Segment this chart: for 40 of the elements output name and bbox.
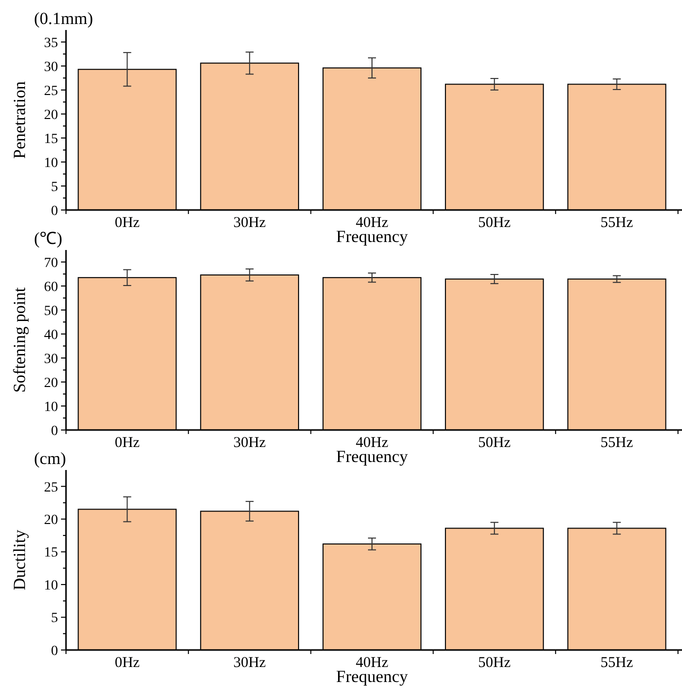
y-tick-label: 60 <box>44 280 58 295</box>
y-tick-label: 20 <box>44 512 58 528</box>
x-tick-label: 55Hz <box>600 435 634 451</box>
y-tick-label: 20 <box>44 108 58 123</box>
x-tick-label: 55Hz <box>600 215 634 231</box>
y-tick-label: 5 <box>51 611 58 626</box>
y-tick-label: 0 <box>51 644 58 659</box>
y-tick-label: 40 <box>44 328 58 343</box>
y-tick-label: 35 <box>44 36 58 51</box>
y-tick-label: 10 <box>44 400 58 415</box>
x-tick-label: 50Hz <box>478 215 511 231</box>
text: (cm) <box>34 449 66 468</box>
x-tick-label: 30Hz <box>233 435 266 451</box>
text: (℃) <box>34 229 62 248</box>
y-axis-title: Softening point <box>10 287 29 393</box>
x-tick-label: 50Hz <box>478 655 511 671</box>
x-tick-label: 0Hz <box>114 655 140 671</box>
x-tick-label: 50Hz <box>478 435 511 451</box>
y-tick-label: 25 <box>44 84 58 99</box>
y-tick-label: 15 <box>44 546 58 561</box>
x-tick-label: 55Hz <box>600 655 634 671</box>
y-tick-label: 5 <box>51 180 58 195</box>
y-tick-label: 25 <box>44 480 58 496</box>
x-tick-label: 30Hz <box>233 655 266 671</box>
x-tick-label: 0Hz <box>114 435 140 451</box>
y-tick-label: 30 <box>44 60 58 75</box>
y-tick-label: 10 <box>44 156 58 171</box>
y-tick-label: 30 <box>44 352 58 367</box>
y-tick-label: 20 <box>44 376 58 391</box>
x-tick-label: 0Hz <box>114 215 140 231</box>
y-axis-title: Penetration <box>10 80 29 159</box>
x-tick-label: 30Hz <box>233 215 266 231</box>
y-tick-label: 70 <box>44 256 58 271</box>
text: (0.1mm) <box>34 9 94 28</box>
y-tick-label: 0 <box>51 424 58 439</box>
y-axis-title: Ductility <box>10 529 29 590</box>
y-tick-label: 10 <box>44 578 58 594</box>
y-tick-label: 15 <box>44 132 58 147</box>
y-tick-label: 50 <box>44 304 58 319</box>
y-tick-label: 0 <box>51 204 58 219</box>
